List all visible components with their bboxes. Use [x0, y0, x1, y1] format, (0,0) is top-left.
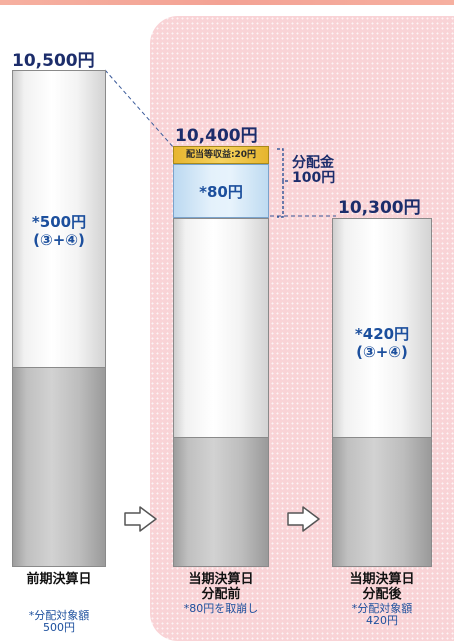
- after-inner-amount: *420円: [354, 325, 410, 343]
- previous-date-title: 前期決算日: [2, 572, 116, 587]
- previous-inner-label: *500円 (③+④): [12, 213, 106, 249]
- after-note: *分配対象額 420円: [325, 603, 439, 627]
- before-note-line1: *80円を取崩し: [183, 602, 259, 615]
- previous-bar-upper: [12, 70, 106, 368]
- previous-note-line1: *分配対象額: [28, 609, 90, 622]
- after-note-line2: 420円: [366, 614, 398, 627]
- after-bar-upper: [332, 218, 432, 438]
- after-inner-formula: (③+④): [356, 343, 408, 361]
- previous-inner-formula: (③+④): [33, 231, 85, 249]
- guide-line-top: [104, 69, 175, 149]
- reversal-label: *80円: [199, 183, 243, 201]
- dividend-income-label: 配当等収益:20円: [185, 150, 257, 160]
- before-bar-upper: [173, 218, 269, 438]
- before-date-title: 当期決算日 分配前: [164, 572, 278, 602]
- right-arrow-icon: [124, 506, 157, 532]
- before-note: *80円を取崩し: [164, 603, 278, 615]
- after-date-title: 当期決算日 分配後: [325, 572, 439, 602]
- before-bar-lower: [173, 437, 269, 567]
- previous-inner-amount: *500円: [31, 213, 87, 231]
- after-bar-lower: [332, 437, 432, 567]
- distribution-bracket: [277, 148, 289, 218]
- before-date-line1: 当期決算日: [188, 572, 254, 587]
- reversal-segment: *80円: [173, 164, 269, 218]
- before-value-label: 10,400円: [175, 126, 258, 146]
- dividend-income-segment: 配当等収益:20円: [173, 146, 269, 164]
- after-date-line2: 分配後: [362, 587, 402, 602]
- previous-note: *分配対象額 500円: [2, 610, 116, 634]
- distribution-amount: 100円: [292, 170, 336, 186]
- before-date-line2: 分配前: [201, 587, 241, 602]
- distribution-label: 分配金 100円: [292, 156, 335, 186]
- after-value-label: 10,300円: [338, 198, 421, 218]
- after-inner-label: *420円 (③+④): [332, 325, 432, 361]
- previous-date-line1: 前期決算日: [26, 572, 92, 587]
- previous-value-label: 10,500円: [12, 51, 95, 71]
- top-accent-strip: [0, 0, 454, 5]
- previous-note-line2: 500円: [43, 621, 75, 634]
- after-date-line1: 当期決算日: [349, 572, 415, 587]
- previous-bar-lower: [12, 367, 106, 567]
- after-note-line1: *分配対象額: [351, 602, 413, 615]
- distribution-title: 分配金: [292, 155, 334, 171]
- right-arrow-icon: [287, 506, 320, 532]
